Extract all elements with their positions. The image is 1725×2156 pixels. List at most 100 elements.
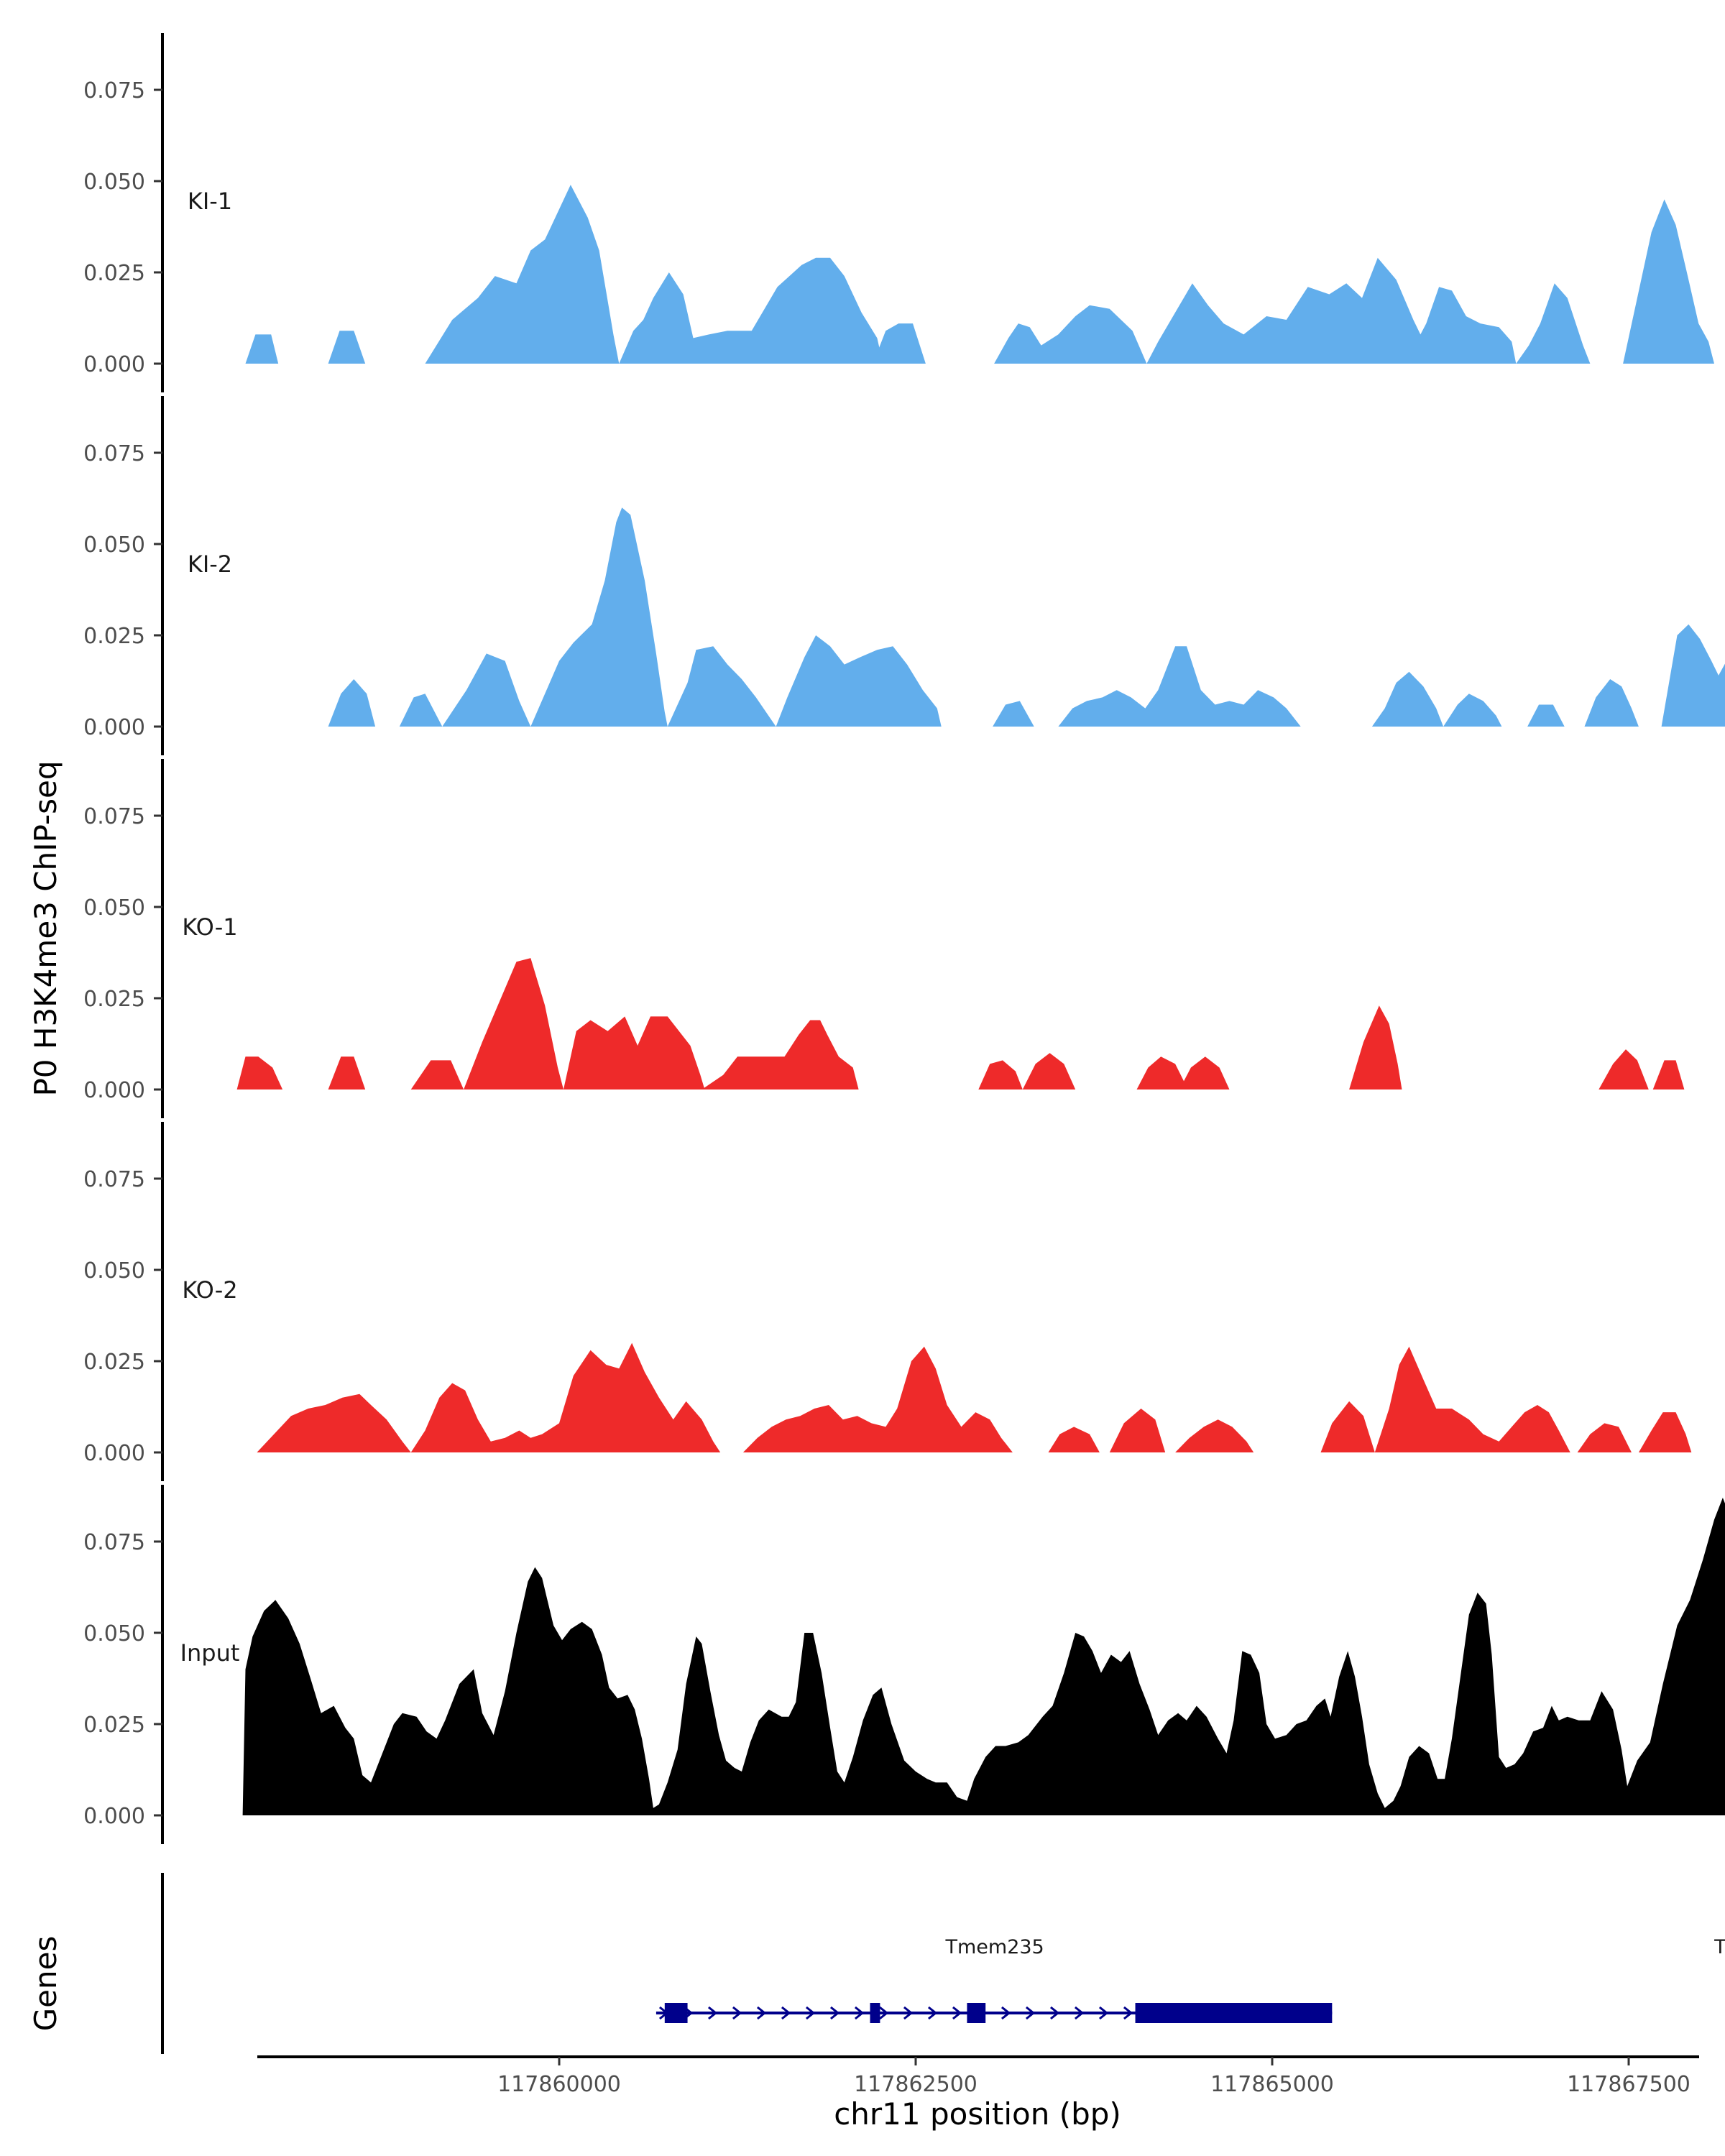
coverage-area: [873, 323, 926, 364]
x-axis-title: chr11 position (bp): [834, 2096, 1121, 2132]
strand-chevron: [1074, 2006, 1085, 2020]
y-tick-label: 0.000: [83, 352, 145, 377]
coverage-area: [1022, 1053, 1076, 1089]
y-tick-label: 0.025: [83, 624, 145, 649]
y-tick-label: 0.075: [83, 78, 145, 103]
gene-exon: [664, 2003, 688, 2023]
strand-chevron: [1098, 2006, 1109, 2020]
track-label: KI-2: [188, 550, 232, 578]
y-tick-label: 0.000: [83, 715, 145, 740]
gene-exon: [967, 2003, 986, 2023]
coverage-area: [399, 694, 443, 727]
coverage-area: [464, 958, 564, 1089]
coverage-area: [742, 1346, 1013, 1452]
coverage-area: [328, 679, 376, 727]
coverage-area: [978, 1060, 1023, 1089]
y-tick-label: 0.075: [83, 1530, 145, 1555]
coverage-area: [1048, 1427, 1100, 1452]
gene-label: Tha1: [1714, 1936, 1725, 1958]
coverage-area: [1058, 646, 1301, 727]
coverage-area: [1577, 1423, 1632, 1452]
coverage-area: [1661, 624, 1725, 727]
coverage-area: [1516, 283, 1591, 364]
track-ko-1: 0.000 0.025 0.050 0.075 KO-1: [83, 759, 1685, 1118]
coverage-area: [1584, 679, 1639, 727]
y-tick-label: 0.000: [83, 1804, 145, 1829]
y-tick-label: 0.000: [83, 1078, 145, 1103]
strand-chevron: [952, 2006, 962, 2020]
y-tick-label: 0.075: [83, 1167, 145, 1192]
x-tick-label: 117865000: [1210, 2072, 1334, 2097]
coverage-area: [245, 334, 279, 364]
strand-chevron: [1025, 2006, 1036, 2020]
y-tick-label: 0.050: [83, 170, 145, 195]
genes-axis-title: Genes: [28, 1936, 63, 2032]
coverage-area: [667, 646, 776, 727]
x-tick-label: 117862500: [854, 2072, 978, 2097]
strand-chevron: [756, 2006, 767, 2020]
coverage-area: [619, 257, 883, 364]
track-label: KI-1: [188, 188, 232, 215]
strand-chevron: [805, 2006, 816, 2020]
coverage-area: [1136, 1056, 1188, 1089]
gene-label: Tmem235: [944, 1936, 1044, 1958]
coverage-area: [1527, 704, 1565, 727]
coverage-area: [410, 1342, 721, 1452]
coverage-area: [236, 1056, 283, 1089]
gene-tmem235: Tmem235: [656, 1936, 1333, 2023]
track-label: KO-1: [182, 913, 237, 941]
strand-chevron: [1000, 2006, 1011, 2020]
y-axis-title: P0 H3K4me3 ChIP-seq: [28, 760, 63, 1096]
coverage-area: [1598, 1049, 1649, 1089]
coverage-area: [1179, 1056, 1230, 1089]
track-label: Input: [180, 1639, 240, 1667]
coverage-area: [1109, 1409, 1166, 1452]
coverage-area: [564, 1016, 705, 1089]
coverage-area: [1638, 1412, 1692, 1452]
coverage-area: [410, 1060, 464, 1089]
coverage-area: [776, 635, 942, 727]
coverage-area: [1443, 694, 1502, 727]
coverage-area: [1320, 1401, 1375, 1452]
coverage-area: [242, 1498, 1725, 1815]
coverage-area: [1374, 1346, 1570, 1452]
y-tick-label: 0.075: [83, 804, 145, 829]
strand-chevron: [1049, 2006, 1060, 2020]
strand-chevron: [854, 2006, 865, 2020]
y-tick-label: 0.025: [83, 987, 145, 1012]
y-tick-label: 0.075: [83, 441, 145, 466]
coverage-area: [1371, 671, 1444, 727]
coverage-area: [328, 331, 366, 364]
y-tick-label: 0.050: [83, 1258, 145, 1284]
genes-layer: Tmem235 Tha1: [161, 1873, 1725, 2054]
coverage-area: [1349, 1005, 1402, 1089]
y-tick-label: 0.000: [83, 1441, 145, 1466]
coverage-area: [530, 507, 668, 727]
strand-chevron: [1123, 2006, 1133, 2020]
axis-layer: 117860000 117862500 117865000 117867500: [257, 2055, 1699, 2097]
gene-tha1: Tha1: [1714, 1936, 1725, 1958]
y-tick-label: 0.050: [83, 895, 145, 921]
coverage-area: [1652, 1060, 1685, 1089]
track-ko-2: 0.000 0.025 0.050 0.075 KO-2: [83, 1122, 1692, 1481]
strand-chevron: [781, 2006, 791, 2020]
track-ki-2: 0.000 0.025 0.050 0.075 KI-2: [83, 396, 1725, 755]
y-tick-label: 0.025: [83, 1350, 145, 1375]
strand-chevron: [903, 2006, 914, 2020]
gene-exon: [870, 2003, 880, 2023]
coverage-area: [1146, 257, 1517, 364]
track-ki-1: 0.000 0.025 0.050 0.075 KI-1: [83, 33, 1714, 392]
strand-chevron: [707, 2006, 718, 2020]
coverage-area: [993, 701, 1034, 727]
y-tick-label: 0.050: [83, 1621, 145, 1646]
strand-chevron: [829, 2006, 840, 2020]
tracks-layer: 0.0000.0250.0500.075KI-10.0000.0250.0500…: [83, 33, 1725, 1844]
strand-chevron: [878, 2006, 889, 2020]
coverage-area: [1175, 1419, 1254, 1452]
coverage-area: [328, 1056, 366, 1089]
coverage-area: [442, 653, 531, 727]
coverage-area: [257, 1393, 411, 1452]
track-input: 0.000 0.025 0.050 0.075 Input: [83, 1485, 1725, 1844]
y-tick-label: 0.050: [83, 533, 145, 558]
